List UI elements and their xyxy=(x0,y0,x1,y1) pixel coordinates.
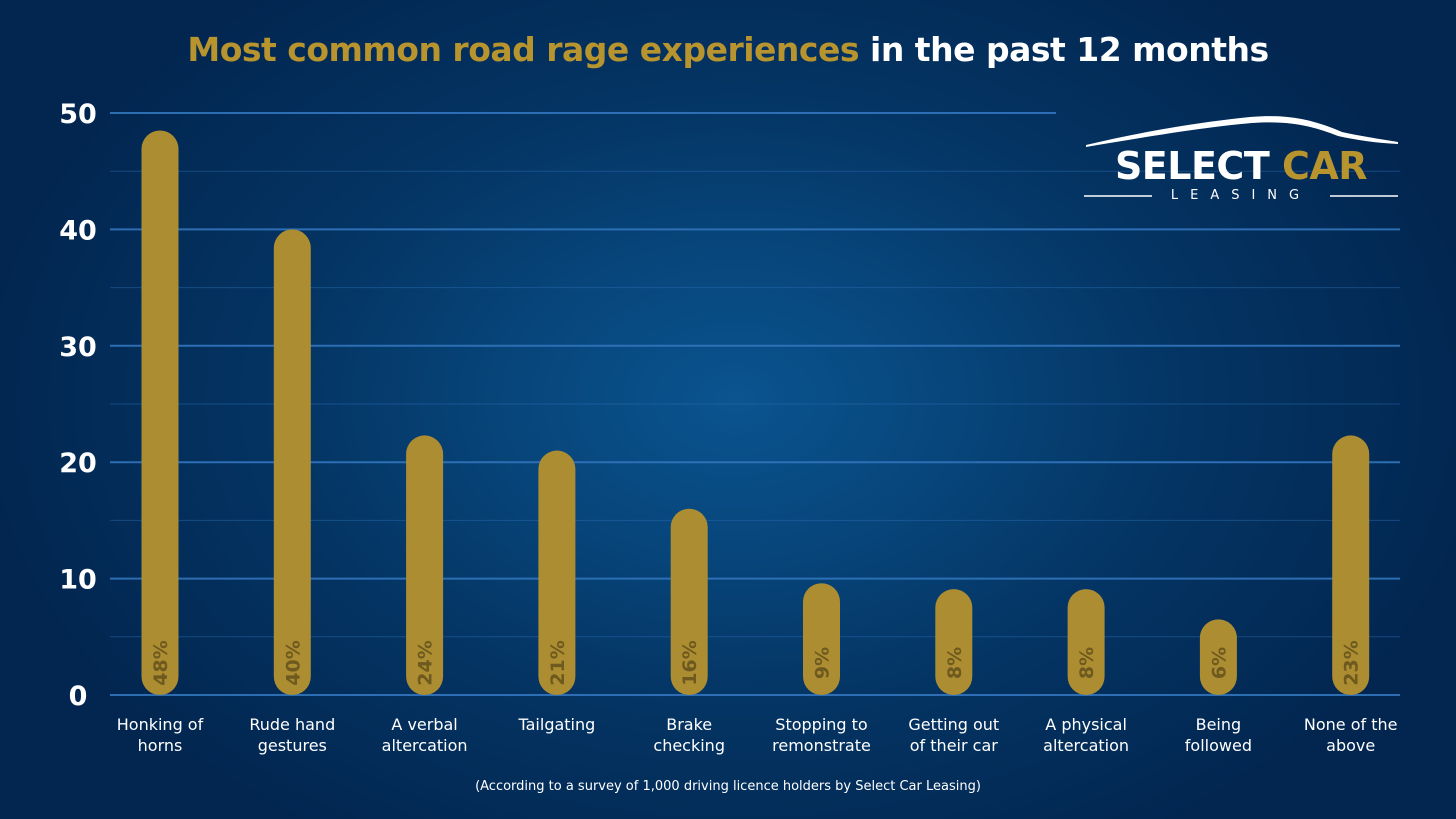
x-tick-label: gestures xyxy=(258,736,327,755)
y-tick-label: 40 xyxy=(59,215,97,246)
x-tick-label: Honking of xyxy=(117,715,204,734)
bar-value-label: 48% xyxy=(150,640,172,685)
x-tick-label: altercation xyxy=(382,736,468,755)
bar xyxy=(1067,589,1105,695)
car-silhouette-icon xyxy=(1086,116,1398,147)
bars: 48% 40% 24% 21% 16% 9% 8% 8% 6% 23% xyxy=(141,130,1370,695)
bar xyxy=(670,508,708,695)
y-tick-label: 20 xyxy=(59,448,97,479)
logo-rule-lines xyxy=(1084,195,1398,197)
bar-value-label: 40% xyxy=(282,640,304,685)
x-tick-label: remonstrate xyxy=(772,736,871,755)
x-tick-label: Tailgating xyxy=(518,715,596,734)
x-tick-label: A verbal xyxy=(391,715,457,734)
y-axis-ticks: 0 10 20 30 40 50 xyxy=(59,99,97,712)
x-tick-label: Being xyxy=(1196,715,1242,734)
x-tick-label: Brake xyxy=(666,715,712,734)
bar xyxy=(1332,435,1370,695)
bar-value-label: 16% xyxy=(679,640,701,685)
x-tick-label: of their car xyxy=(910,736,998,755)
chart-title-highlight: Most common road rage experiences xyxy=(187,30,860,69)
bar-value-label: 6% xyxy=(1208,647,1230,679)
bar-value-label: 8% xyxy=(1076,647,1098,679)
x-tick-label: horns xyxy=(138,736,183,755)
bar xyxy=(273,229,311,695)
select-car-leasing-logo: SELECT CAR LEASING xyxy=(1080,112,1402,212)
logo-word-car: CAR xyxy=(1281,144,1368,188)
gridlines xyxy=(110,112,1400,696)
bar-value-label: 8% xyxy=(944,647,966,679)
y-tick-label: 10 xyxy=(59,565,97,596)
bar xyxy=(406,435,444,695)
chart-title-rest: in the past 12 months xyxy=(870,30,1269,69)
x-tick-label: above xyxy=(1326,736,1375,755)
bar xyxy=(538,450,576,695)
y-tick-label: 50 xyxy=(59,99,97,130)
bar-value-label: 21% xyxy=(547,640,569,685)
x-tick-label: Getting out xyxy=(908,715,999,734)
bar xyxy=(935,589,973,695)
x-tick-label: followed xyxy=(1185,736,1252,755)
logo-wordmark: SELECT CAR xyxy=(1080,146,1402,186)
y-tick-label: 30 xyxy=(59,332,97,363)
x-tick-label: checking xyxy=(653,736,725,755)
x-tick-label: A physical xyxy=(1045,715,1127,734)
bar-value-label: 24% xyxy=(415,640,437,685)
x-tick-label: Stopping to xyxy=(775,715,867,734)
logo-word-select: SELECT xyxy=(1114,144,1270,188)
bar-value-label: 23% xyxy=(1341,640,1363,685)
source-note: (According to a survey of 1,000 driving … xyxy=(475,779,981,794)
bar xyxy=(1199,619,1237,695)
x-tick-label: None of the xyxy=(1304,715,1398,734)
y-tick-label: 0 xyxy=(69,681,88,712)
x-tick-label: Rude hand xyxy=(249,715,335,734)
x-tick-label: altercation xyxy=(1043,736,1129,755)
bar xyxy=(141,130,179,695)
bar xyxy=(803,583,840,695)
bar-value-label: 9% xyxy=(812,647,834,679)
x-axis-labels: Honking of horns Rude hand gestures A verbal… xyxy=(117,715,1398,755)
logo-subtitle: LEASING xyxy=(1170,188,1312,203)
chart-title: Most common road rage experiences in the… xyxy=(0,30,1456,69)
